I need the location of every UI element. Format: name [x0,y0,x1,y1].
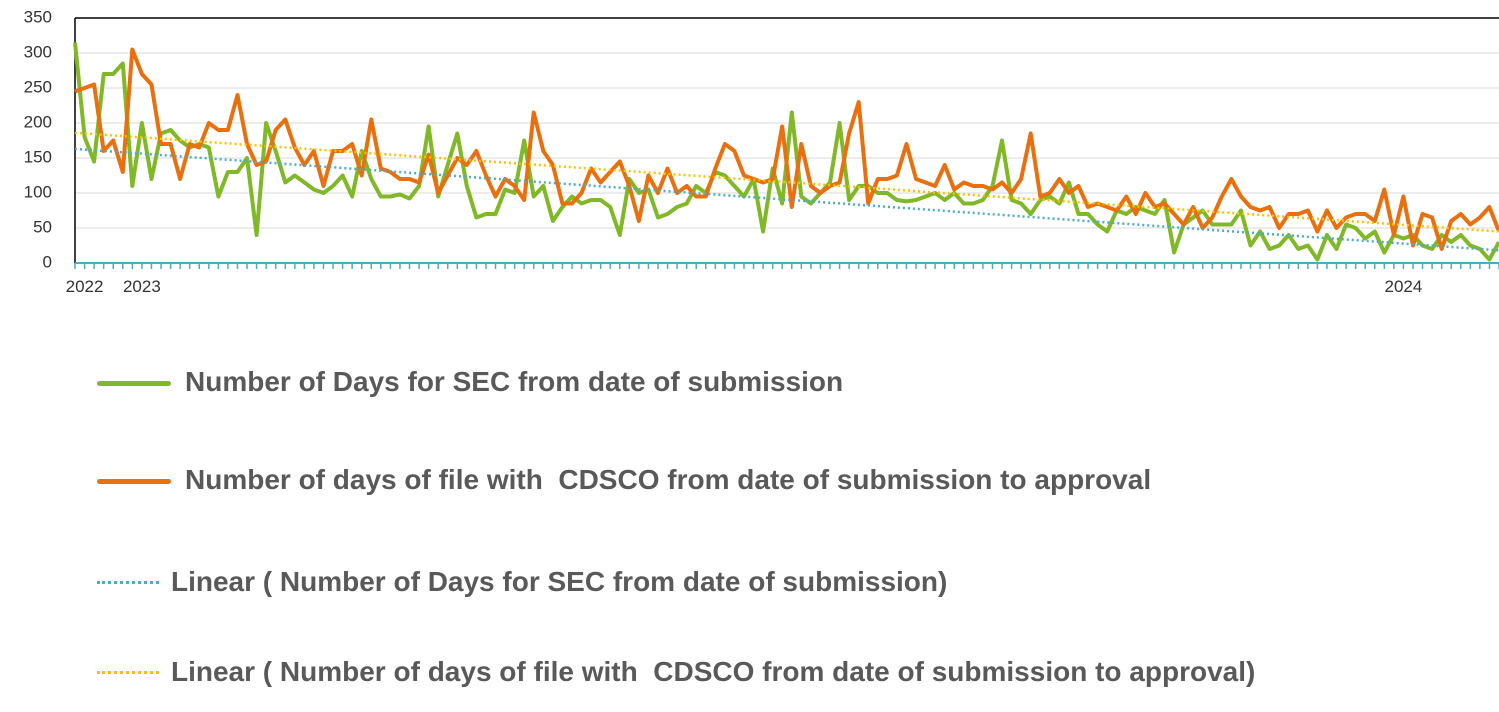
legend-label: Number of Days for SEC from date of subm… [185,366,844,397]
legend-swatch [97,671,159,674]
legend-swatch [97,381,171,386]
y-tick-label: 150 [24,147,52,166]
x-tick-label: 2022 [65,277,104,296]
y-tick-label: 250 [24,77,52,96]
y-tick-label: 300 [24,42,52,61]
x-tick-label: 2024 [1384,277,1423,296]
legend-label: Number of days of file with CDSCO from d… [185,464,1152,495]
x-tick-label: 2023 [122,277,161,296]
y-tick-label: 350 [24,7,52,26]
legend-swatch [97,581,159,584]
series-line [74,47,1499,251]
legend-entry: Linear ( Number of Days for SEC from dat… [97,562,1487,602]
legend-swatch [97,479,171,484]
chart: 0 50 100 150 200 250 300 350 [24,7,1499,271]
y-tick-label: 50 [33,217,52,236]
legend-entry: Number of Days for SEC from date of subm… [97,362,1487,402]
legend-entry: Linear ( Number of days of file with CDS… [97,652,1487,692]
legend-entry: Number of days of file with CDSCO from d… [97,460,1487,500]
legend-label: Linear ( Number of days of file with CDS… [171,656,1256,687]
y-tick-label: 0 [43,252,52,271]
y-tick-label: 200 [24,112,52,131]
legend-label: Linear ( Number of Days for SEC from dat… [171,566,948,597]
y-tick-label: 100 [24,182,52,201]
